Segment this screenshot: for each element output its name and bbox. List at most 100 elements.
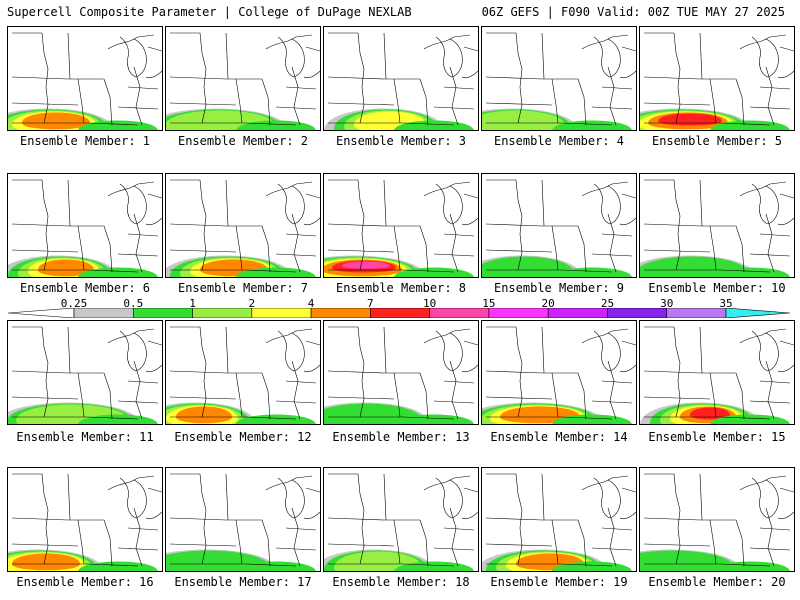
- map-boundary-line: [577, 78, 587, 126]
- map-boundary-line: [107, 181, 155, 197]
- scp-contour-fill: [552, 414, 632, 424]
- map-boundary-line: [291, 507, 301, 567]
- member-label: Ensemble Member: 20: [648, 575, 786, 589]
- map-boundary-line: [591, 400, 633, 404]
- map-boundary-line: [593, 330, 621, 372]
- map-boundary-line: [393, 225, 401, 271]
- scp-contour-fill: [640, 550, 736, 571]
- map-boundary-line: [486, 122, 613, 126]
- map-svg: [482, 326, 636, 424]
- map-boundary-line: [261, 78, 271, 126]
- map-boundary-line: [170, 416, 297, 420]
- map-boundary-line: [581, 475, 629, 491]
- map-boundary-line: [327, 370, 420, 374]
- map-boundary-line: [11, 543, 79, 547]
- map-boundary-line: [486, 416, 613, 420]
- map-panel-member-18: [323, 467, 479, 572]
- map-boundary-line: [133, 360, 143, 420]
- map-boundary-line: [577, 519, 587, 567]
- map-svg: [640, 473, 794, 571]
- map-boundary-line: [103, 78, 113, 126]
- map-panel-member-8: [323, 173, 479, 278]
- map-boundary-line: [751, 330, 779, 372]
- map-boundary-line: [117, 400, 159, 404]
- map-boundary-line: [551, 372, 559, 418]
- map-boundary-line: [765, 507, 775, 567]
- map-boundary-line: [581, 34, 629, 50]
- map-panel-member-10: [639, 173, 795, 278]
- map-svg: [324, 473, 478, 571]
- map-panel-member-11: [7, 320, 163, 425]
- scp-contour-fill: [552, 120, 632, 130]
- run-info: 06Z GEFS | F090 Valid: 00Z TUE MAY 27 20…: [481, 5, 785, 19]
- scp-contour-fill: [690, 407, 730, 420]
- member-label: Ensemble Member: 15: [648, 430, 786, 444]
- map-boundary-line: [235, 519, 243, 565]
- map-boundary-line: [643, 249, 711, 253]
- map-boundary-line: [423, 475, 471, 491]
- map-boundary-line: [541, 326, 545, 374]
- map-boundary-line: [77, 519, 85, 565]
- map-panel-member-9: [481, 173, 637, 278]
- member-label: Ensemble Member: 2: [177, 134, 309, 148]
- map-boundary-line: [285, 380, 317, 384]
- map-boundary-line: [119, 183, 147, 225]
- map-boundary-line: [644, 563, 771, 567]
- map-boundary-line: [261, 372, 271, 420]
- chart-title: Supercell Composite Parameter | College …: [7, 5, 412, 19]
- colorbar-tick-label: 2: [248, 297, 256, 310]
- map-boundary-line: [607, 66, 617, 126]
- map-boundary-line: [12, 179, 49, 271]
- map-panel-member-15: [639, 320, 795, 425]
- scp-contour-fill: [658, 113, 722, 126]
- map-boundary-line: [328, 563, 455, 567]
- map-boundary-line: [644, 473, 681, 565]
- map-svg: [166, 32, 320, 130]
- map-panel-member-5: [639, 26, 795, 131]
- map-panel-member-20: [639, 467, 795, 572]
- map-boundary-line: [170, 269, 297, 273]
- map-boundary-line: [169, 543, 237, 547]
- scp-contour-fill: [394, 267, 474, 277]
- map-boundary-line: [277, 36, 305, 78]
- map-boundary-line: [225, 473, 229, 521]
- map-boundary-line: [486, 563, 613, 567]
- map-svg: [482, 473, 636, 571]
- map-boundary-line: [644, 179, 681, 271]
- map-boundary-line: [328, 416, 455, 420]
- map-boundary-line: [225, 32, 229, 80]
- map-boundary-line: [11, 223, 104, 227]
- map-boundary-line: [117, 547, 159, 551]
- map-boundary-line: [777, 70, 794, 79]
- map-boundary-line: [127, 527, 159, 531]
- map-boundary-line: [419, 519, 429, 567]
- map-boundary-line: [709, 225, 717, 271]
- map-boundary-line: [443, 527, 475, 531]
- map-boundary-line: [485, 517, 578, 521]
- map-boundary-line: [419, 225, 429, 273]
- map-boundary-line: [765, 66, 775, 126]
- map-boundary-line: [285, 86, 317, 90]
- map-boundary-line: [291, 213, 301, 273]
- member-label: Ensemble Member: 8: [335, 281, 467, 295]
- map-boundary-line: [169, 102, 237, 106]
- map-panel-member-14: [481, 320, 637, 425]
- map-boundary-line: [699, 326, 703, 374]
- map-boundary-line: [751, 36, 779, 78]
- member-label: Ensemble Member: 7: [177, 281, 309, 295]
- map-boundary-line: [67, 326, 71, 374]
- map-boundary-line: [443, 380, 475, 384]
- map-boundary-line: [305, 46, 320, 52]
- map-panel-member-19: [481, 467, 637, 572]
- map-boundary-line: [699, 473, 703, 521]
- colorbar-tick-label: 25: [600, 297, 615, 310]
- map-boundary-line: [291, 360, 301, 420]
- map-boundary-line: [103, 519, 113, 567]
- map-boundary-line: [591, 106, 633, 110]
- map-boundary-line: [12, 122, 139, 126]
- colorbar-tick-label: 0.25: [60, 297, 88, 310]
- map-boundary-line: [619, 511, 636, 520]
- map-boundary-line: [275, 547, 317, 551]
- colorbar-tick-label: 7: [367, 297, 374, 310]
- map-panel-member-4: [481, 26, 637, 131]
